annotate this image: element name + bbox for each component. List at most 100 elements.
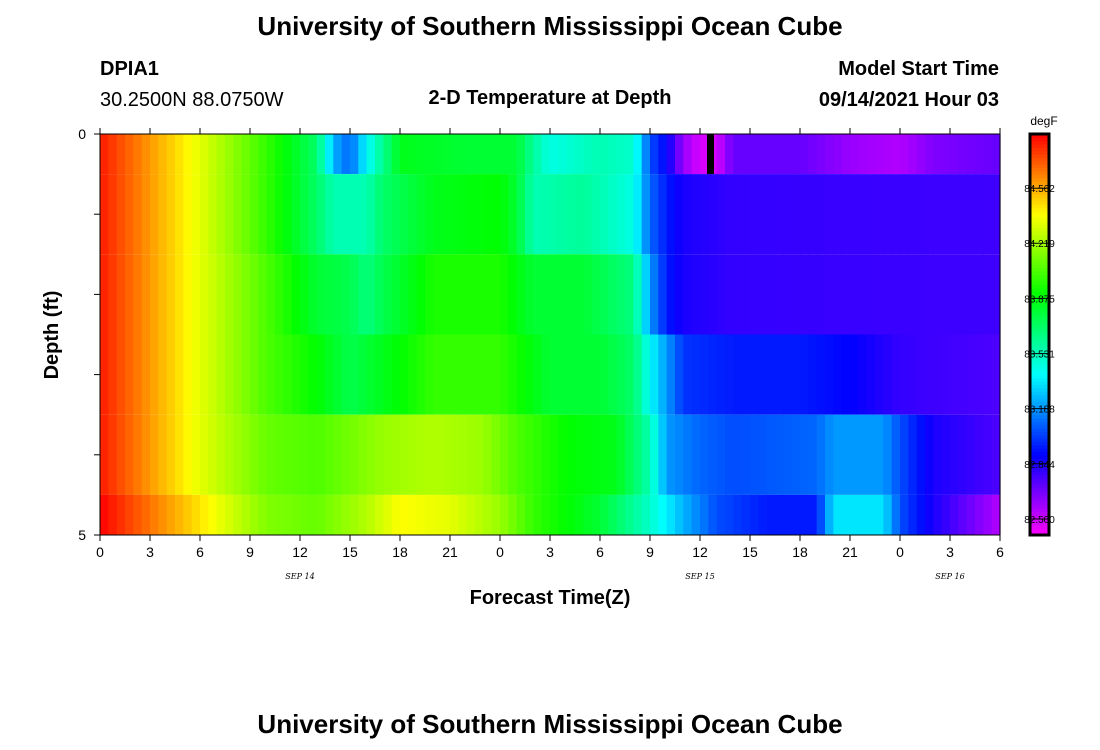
x-tick-label: 3 — [146, 544, 154, 560]
heatmap-cell — [275, 134, 284, 175]
colorbar-swatch — [1030, 488, 1049, 493]
colorbar-swatch — [1030, 478, 1049, 483]
colorbar-swatch — [1030, 357, 1049, 362]
heatmap-cell — [883, 174, 893, 255]
heatmap-cell — [525, 334, 534, 415]
heatmap-cell — [733, 414, 743, 495]
heatmap-cell — [650, 254, 659, 335]
heatmap-cell — [375, 334, 384, 415]
heatmap-cell — [583, 254, 593, 335]
heatmap-cell — [175, 494, 184, 535]
heatmap-cell — [575, 174, 584, 255]
heatmap-cell — [550, 494, 559, 535]
heatmap-cell — [908, 414, 918, 495]
heatmap-cell — [758, 414, 768, 495]
heatmap-cell — [800, 414, 809, 495]
heatmap-cell — [941, 414, 951, 495]
heatmap-cell — [108, 494, 118, 535]
colorbar-swatch — [1030, 397, 1049, 402]
heatmap-cell — [791, 414, 801, 495]
heatmap-cell — [158, 174, 168, 255]
heatmap-cell — [300, 134, 309, 175]
heatmap-cells — [100, 134, 1001, 535]
heatmap-cell — [633, 174, 643, 255]
colorbar-swatch — [1030, 254, 1049, 259]
heatmap-cell — [266, 174, 276, 255]
heatmap-cell — [575, 254, 584, 335]
heatmap-cell — [891, 494, 901, 535]
heatmap-cell — [708, 414, 718, 495]
heatmap-cell — [341, 174, 351, 255]
heatmap-cell — [733, 334, 743, 415]
heatmap-cell — [141, 174, 151, 255]
heatmap-cell — [375, 254, 384, 335]
colorbar-swatch — [1030, 354, 1049, 359]
heatmap-cell — [583, 174, 593, 255]
heatmap-cell — [625, 334, 634, 415]
heatmap-cell — [983, 494, 993, 535]
heatmap-cell — [283, 134, 293, 175]
heatmap-cell — [108, 334, 118, 415]
heatmap-cell — [991, 134, 1001, 175]
colorbar-swatch — [1030, 451, 1049, 456]
heatmap-cell — [500, 414, 509, 495]
heatmap-cell — [291, 334, 301, 415]
heatmap-cell — [866, 494, 876, 535]
heatmap-cell — [633, 134, 643, 175]
heatmap-cell — [216, 134, 226, 175]
heatmap-cell — [408, 334, 418, 415]
y-tick-label: 5 — [78, 527, 86, 543]
x-tick-label: 6 — [996, 544, 1004, 560]
x-tick-label: 0 — [896, 544, 904, 560]
heatmap-cell — [950, 334, 959, 415]
heatmap-cell — [158, 334, 168, 415]
heatmap-cell — [700, 254, 709, 335]
heatmap-cell — [608, 134, 618, 175]
heatmap-cell — [458, 334, 468, 415]
heatmap-cell — [425, 254, 434, 335]
heatmap-cell — [400, 494, 409, 535]
heatmap-cell — [633, 414, 643, 495]
heatmap-cell — [458, 414, 468, 495]
colorbar-swatch — [1030, 284, 1049, 289]
heatmap-cell — [600, 334, 609, 415]
colorbar-swatch — [1030, 431, 1049, 436]
colorbar-swatch — [1030, 454, 1049, 459]
heatmap-cell — [866, 334, 876, 415]
heatmap-cell — [466, 134, 476, 175]
heatmap-cell — [891, 174, 901, 255]
heatmap-cell — [916, 174, 926, 255]
heatmap-cell — [741, 254, 751, 335]
heatmap-cell — [491, 174, 501, 255]
heatmap-cell — [483, 134, 493, 175]
colorbar-swatch — [1030, 424, 1049, 429]
heatmap-cell — [441, 174, 451, 255]
heatmap-cell — [983, 254, 993, 335]
heatmap-cell — [950, 494, 959, 535]
heatmap-cell — [800, 494, 809, 535]
heatmap-cell — [533, 134, 543, 175]
heatmap-cell — [791, 254, 801, 335]
heatmap-cell — [266, 334, 276, 415]
colorbar-swatch — [1030, 184, 1049, 189]
heatmap-cell — [966, 334, 976, 415]
heatmap-cell — [300, 174, 309, 255]
heatmap-cell — [800, 334, 809, 415]
heatmap-cell — [933, 134, 943, 175]
heatmap-cell — [500, 494, 509, 535]
heatmap-cell — [366, 134, 376, 175]
colorbar-swatch — [1030, 314, 1049, 319]
heatmap-cell — [775, 254, 784, 335]
heatmap-cell — [283, 494, 293, 535]
heatmap-cell — [766, 174, 776, 255]
heatmap-cell — [233, 254, 243, 335]
heatmap-cell — [216, 494, 226, 535]
heatmap-cell — [225, 414, 234, 495]
heatmap-cell — [441, 414, 451, 495]
colorbar-swatch — [1030, 524, 1049, 529]
heatmap-cell — [308, 134, 318, 175]
heatmap-cell — [616, 414, 626, 495]
heatmap-cell — [383, 494, 393, 535]
heatmap-cell — [258, 254, 268, 335]
colorbar-swatch — [1030, 444, 1049, 449]
